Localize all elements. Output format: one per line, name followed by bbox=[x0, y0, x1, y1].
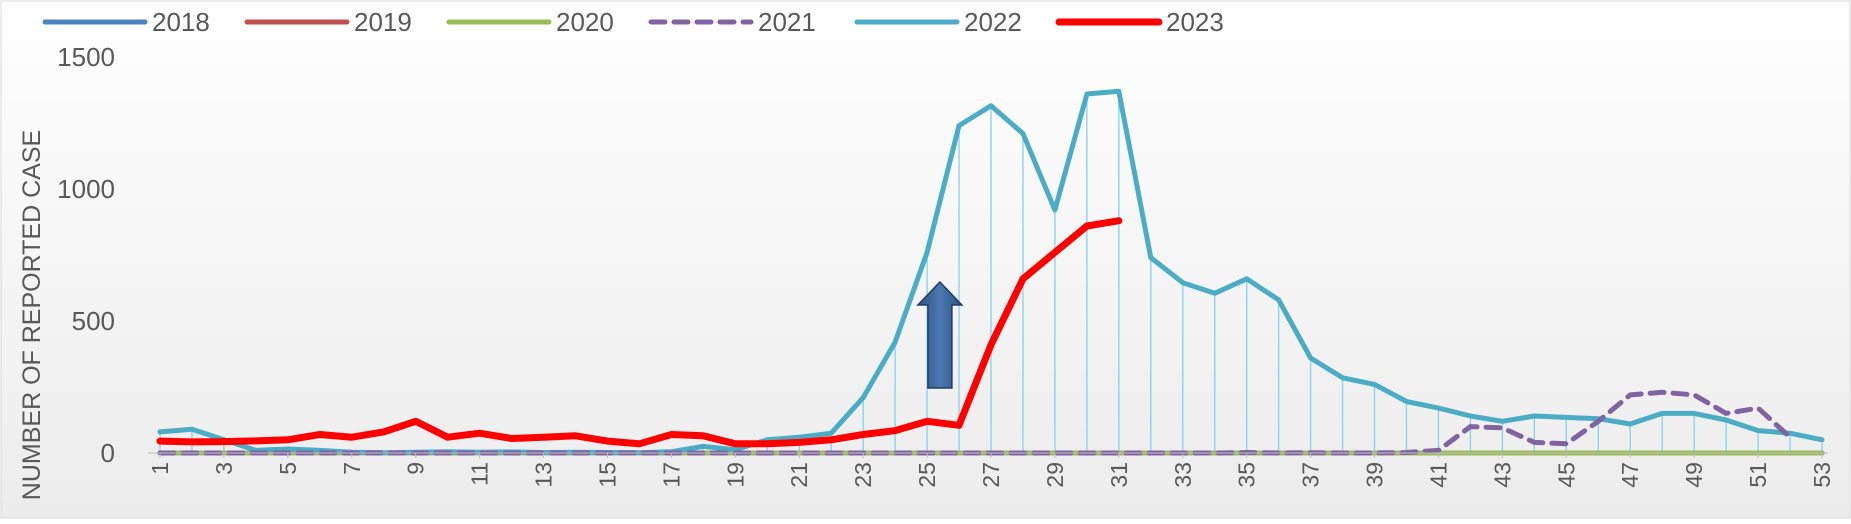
up-arrow-annotation bbox=[916, 280, 964, 389]
legend-label-2020: 2020 bbox=[556, 7, 614, 37]
x-tick-label: 9 bbox=[403, 462, 429, 475]
x-tick-label: 17 bbox=[658, 462, 684, 488]
legend-label-2022: 2022 bbox=[964, 7, 1022, 37]
x-tick-label: 11 bbox=[467, 462, 493, 486]
x-tick-label: 23 bbox=[850, 462, 876, 488]
x-tick-label: 53 bbox=[1809, 462, 1835, 488]
y-tick-label: 1000 bbox=[57, 174, 115, 204]
legend-label-2023: 2023 bbox=[1166, 7, 1224, 37]
x-tick-label: 33 bbox=[1170, 462, 1196, 488]
x-tick-label: 21 bbox=[786, 462, 812, 488]
x-axis-ticks: 1 3 5 7 9 11 13 15 17 19 21 23 25 27 29 31 33 35 37 39 41 43 4… bbox=[147, 453, 1835, 488]
x-tick-label: 3 bbox=[211, 462, 237, 475]
y-axis-ticks: 0 500 1000 1500 bbox=[57, 42, 115, 468]
y-tick-label: 1500 bbox=[57, 42, 115, 72]
y-axis-label: NUMBER OF REPORTED CASE bbox=[18, 130, 46, 500]
x-tick-label: 29 bbox=[1042, 462, 1068, 488]
x-tick-label: 47 bbox=[1617, 462, 1643, 488]
x-tick-label: 51 bbox=[1745, 462, 1771, 488]
legend-label-2021: 2021 bbox=[758, 7, 816, 37]
x-tick-label: 45 bbox=[1553, 462, 1579, 488]
x-tick-label: 31 bbox=[1106, 462, 1132, 488]
x-tick-label: 1 bbox=[147, 462, 173, 475]
x-tick-label: 43 bbox=[1489, 462, 1515, 488]
x-tick-label: 5 bbox=[275, 462, 301, 475]
x-tick-label: 7 bbox=[339, 462, 365, 475]
x-tick-label: 49 bbox=[1681, 462, 1707, 488]
x-tick-label: 15 bbox=[594, 462, 620, 488]
y-tick-label: 500 bbox=[72, 306, 115, 336]
x-tick-label: 35 bbox=[1234, 462, 1260, 488]
up-arrow-icon bbox=[916, 280, 964, 389]
x-tick-label: 39 bbox=[1362, 462, 1388, 488]
legend-label-2018: 2018 bbox=[152, 7, 210, 37]
series-line-2023 bbox=[156, 217, 1123, 448]
legend-label-2019: 2019 bbox=[354, 7, 412, 37]
x-tick-label: 25 bbox=[914, 462, 940, 488]
x-tick-label: 19 bbox=[722, 462, 748, 488]
y-tick-label: 0 bbox=[101, 438, 115, 468]
x-tick-label: 37 bbox=[1298, 462, 1324, 488]
x-tick-label: 13 bbox=[531, 462, 557, 488]
x-tick-label: 41 bbox=[1425, 462, 1451, 488]
x-tick-label: 27 bbox=[978, 462, 1004, 488]
legend: 2018 2019 2020 2021 2022 2023 bbox=[42, 7, 1224, 37]
